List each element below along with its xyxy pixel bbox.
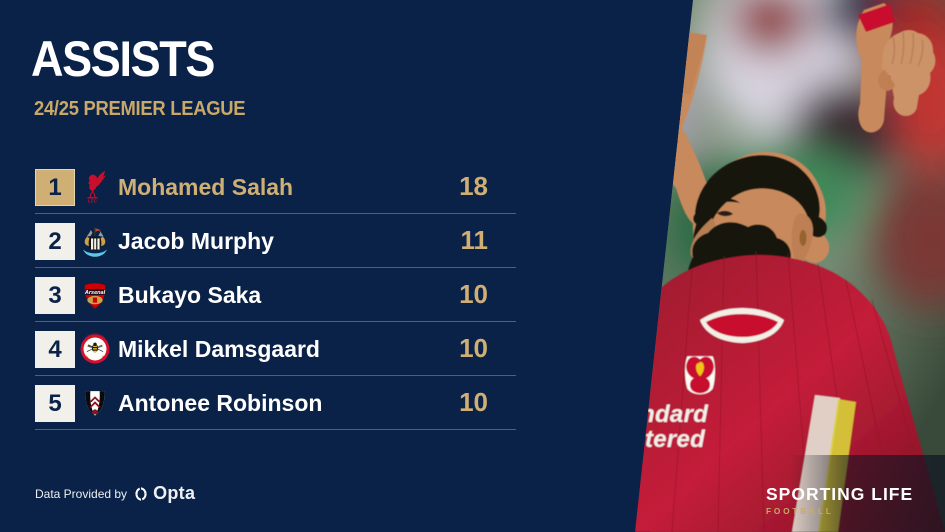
svg-text:ntered: ntered	[630, 426, 706, 453]
svg-text:FOOTBALL: FOOTBALL	[766, 506, 834, 516]
svg-text:ndard: ndard	[640, 401, 709, 428]
svg-text:Arsenal: Arsenal	[84, 290, 106, 296]
svg-text:LFC: LFC	[88, 198, 98, 203]
svg-text:SPORTING LIFE: SPORTING LIFE	[766, 484, 913, 504]
